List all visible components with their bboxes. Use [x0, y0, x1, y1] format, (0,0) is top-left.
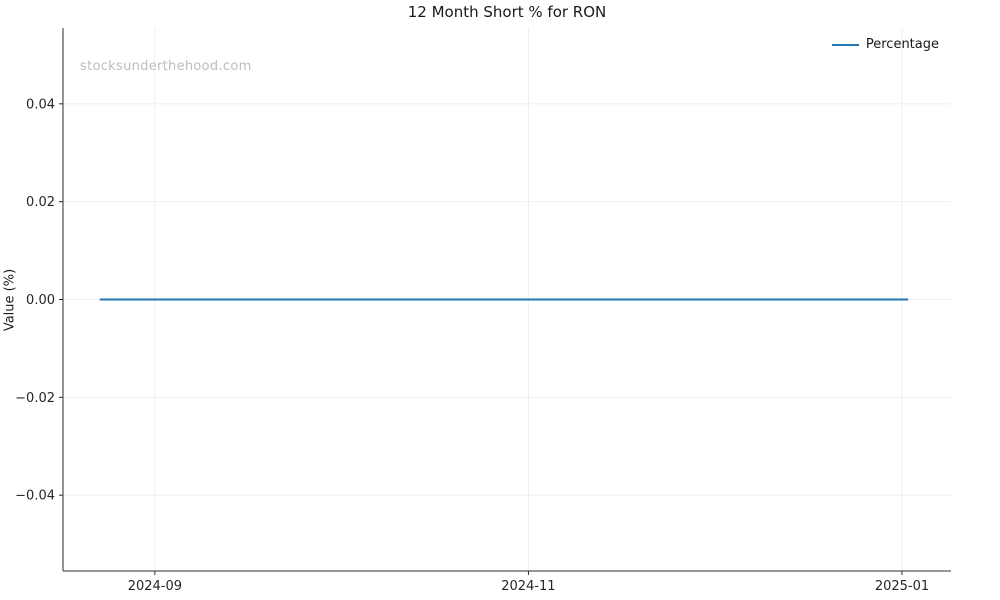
chart-title: 12 Month Short % for RON [407, 3, 607, 21]
legend-label: Percentage [865, 37, 939, 52]
x-tick-label: 2025-01 [875, 579, 929, 594]
y-tick-label: −0.04 [15, 489, 55, 504]
y-tick-label: 0.02 [26, 195, 55, 210]
x-tick-label: 2024-09 [128, 579, 182, 594]
y-tick-label: 0.00 [26, 293, 55, 308]
legend-line-swatch [831, 43, 859, 46]
y-tick-label: 0.04 [26, 97, 55, 112]
y-tick-label: −0.02 [15, 391, 55, 406]
x-tick-label: 2024-11 [501, 579, 555, 594]
y-axis-label: Value (%) [2, 268, 18, 332]
legend: Percentage [831, 37, 939, 52]
watermark: stocksunderthehood.com [80, 59, 252, 74]
